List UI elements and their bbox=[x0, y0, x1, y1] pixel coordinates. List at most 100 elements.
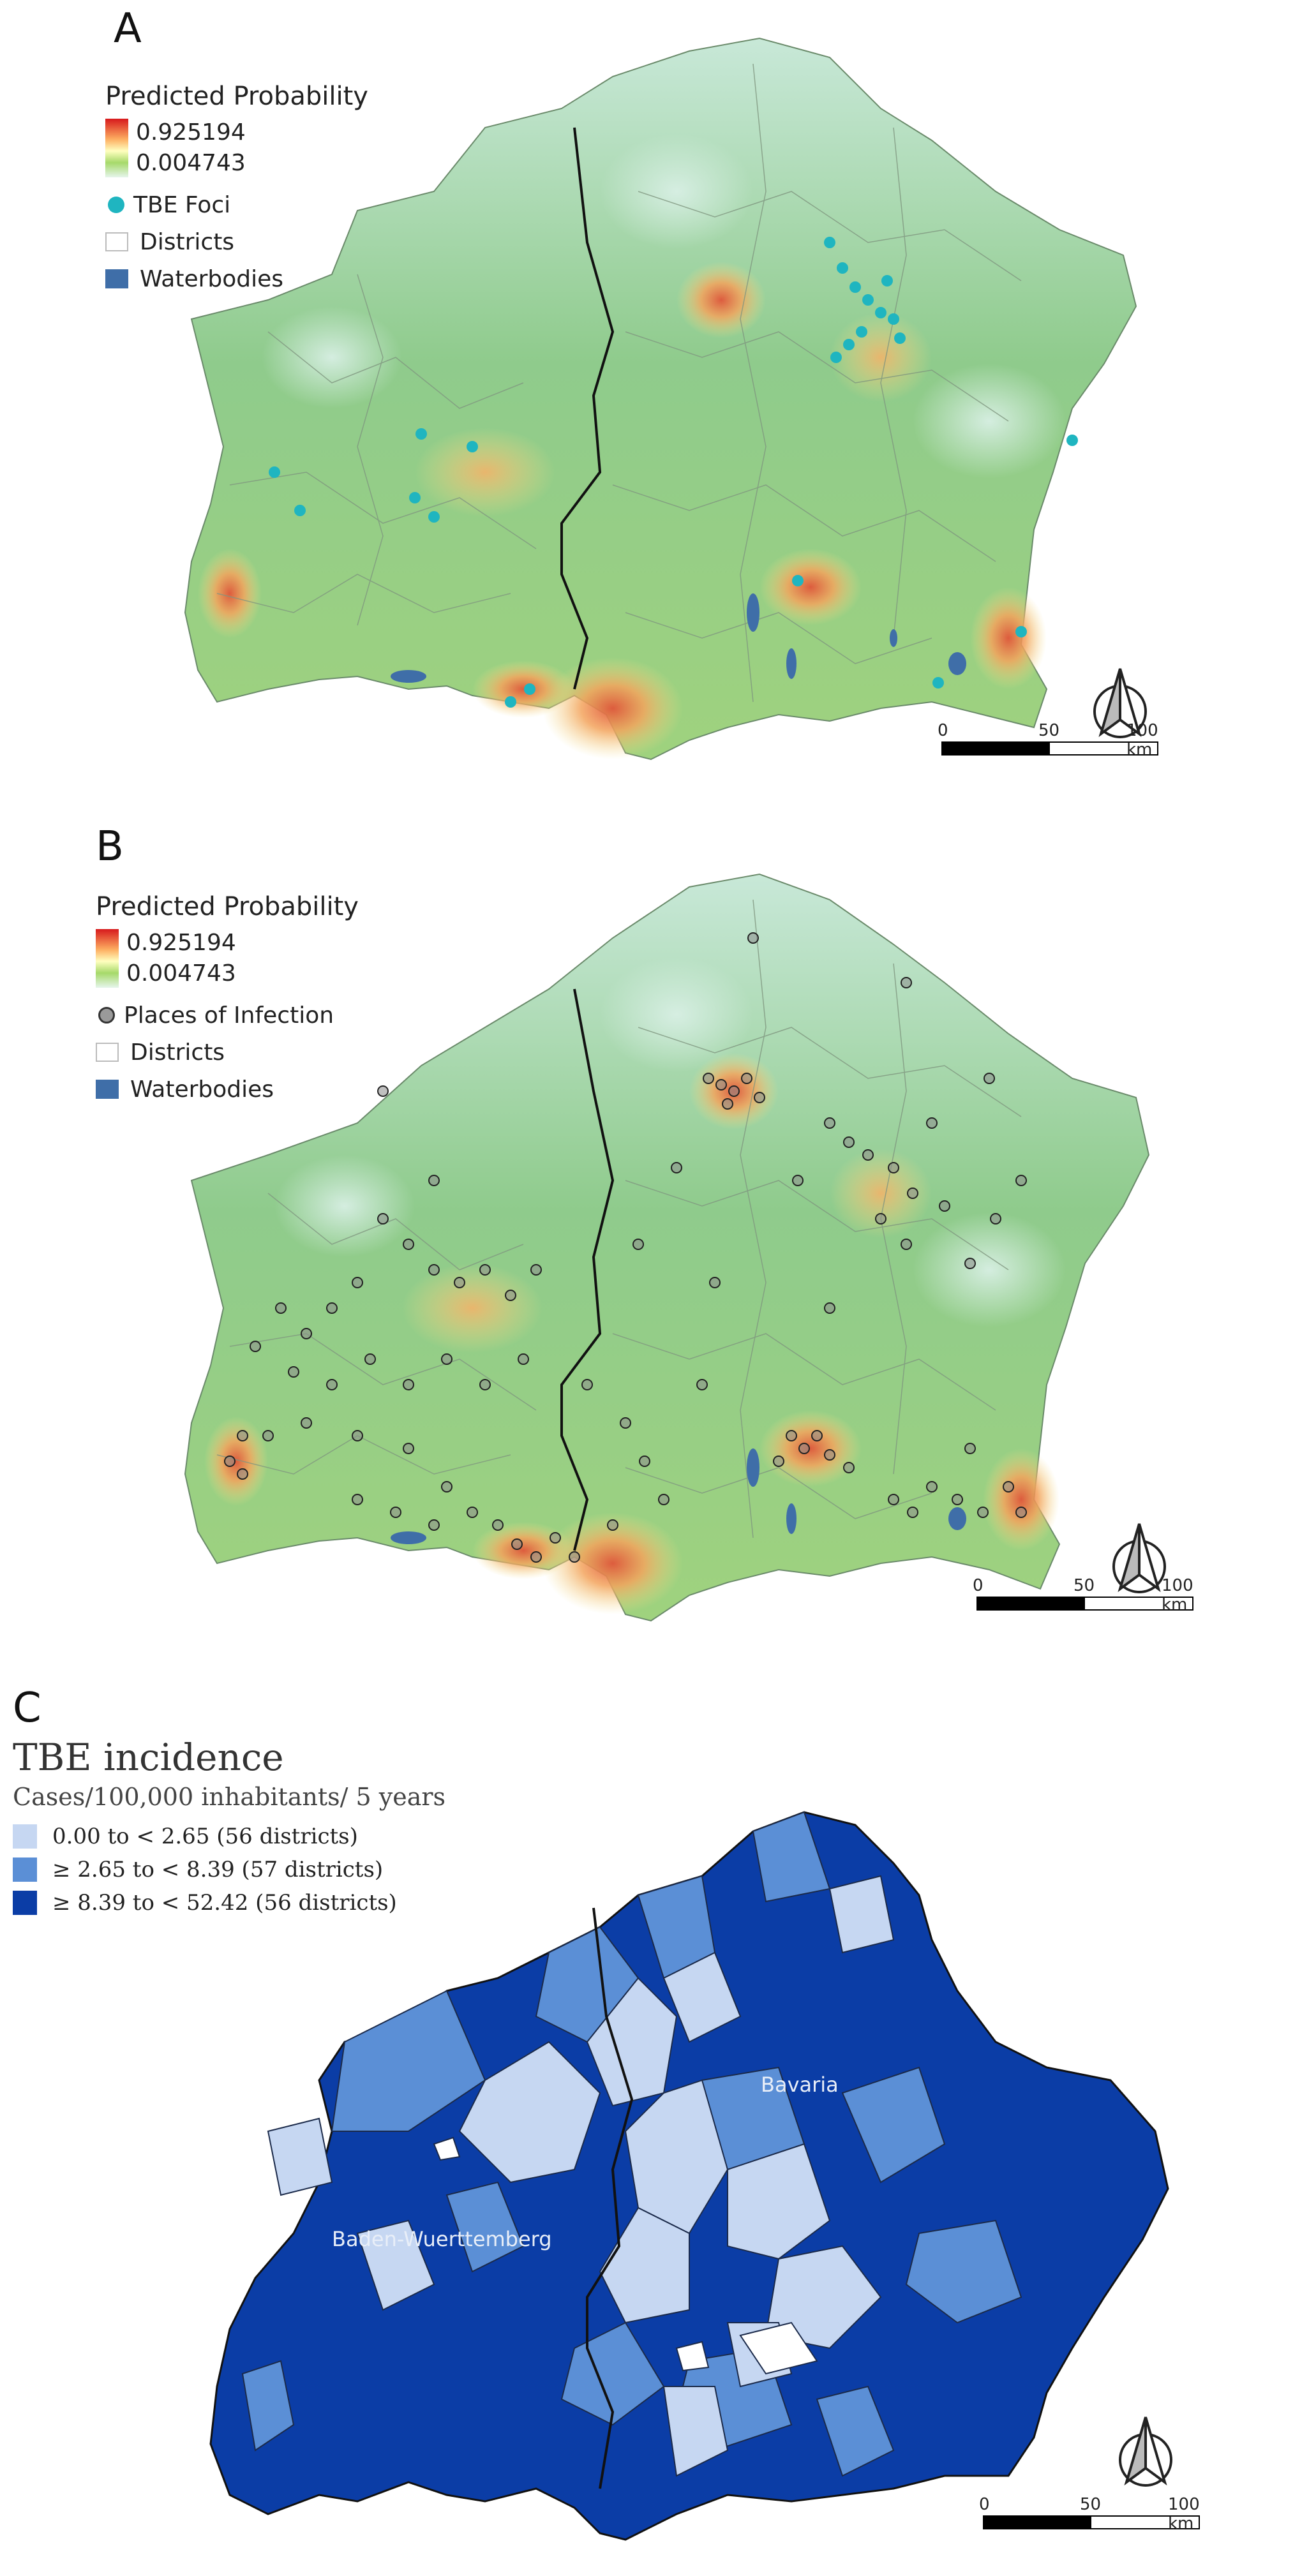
infection-place bbox=[441, 1481, 453, 1493]
infection-place bbox=[901, 1239, 912, 1250]
infection-place bbox=[1003, 1481, 1014, 1493]
infection-place bbox=[728, 1085, 740, 1097]
infection-place bbox=[926, 1481, 938, 1493]
legend-item-label: TBE Foci bbox=[133, 191, 231, 218]
infection-place bbox=[428, 1264, 440, 1276]
legend-item-districts: Districts bbox=[105, 223, 368, 260]
scale-label-0: 0 bbox=[979, 2495, 990, 2514]
scale-label-100: 100 km bbox=[1162, 1576, 1193, 1614]
legend-item-label: Waterbodies bbox=[130, 1076, 274, 1103]
legend-title: Predicted Probability bbox=[96, 892, 359, 921]
tbe-foci bbox=[269, 237, 1078, 708]
infection-place bbox=[964, 1258, 976, 1269]
tbe-focus bbox=[428, 511, 440, 523]
infection-place bbox=[492, 1519, 504, 1531]
infection-place bbox=[352, 1277, 363, 1288]
infection-place bbox=[364, 1353, 376, 1365]
tbe-focus bbox=[505, 696, 516, 708]
panel-letter: A bbox=[114, 5, 142, 52]
legend-subtitle: Cases/100,000 inhabitants/ 5 years bbox=[13, 1783, 446, 1811]
ramp-max-label: 0.925194 bbox=[136, 119, 246, 145]
infection-place bbox=[1015, 1507, 1027, 1518]
infection-place bbox=[390, 1507, 401, 1518]
legend-class-high: ≥ 8.39 to < 52.42 (56 districts) bbox=[13, 1886, 472, 1919]
tbe-focus bbox=[888, 313, 899, 325]
infection-place bbox=[952, 1494, 963, 1505]
tbe-focus bbox=[837, 262, 848, 274]
infection-place bbox=[984, 1073, 995, 1084]
legend-item-label: Waterbodies bbox=[140, 265, 284, 292]
tbe-focus bbox=[467, 441, 478, 452]
infection-place bbox=[798, 1443, 810, 1454]
infection-place bbox=[454, 1277, 465, 1288]
infection-place bbox=[352, 1430, 363, 1441]
infection-place bbox=[237, 1430, 248, 1441]
legend-a: Predicted Probability 0.925194 0.004743 … bbox=[105, 82, 368, 297]
tbe-focus bbox=[294, 505, 306, 516]
scale-label-50: 50 bbox=[1080, 2495, 1102, 2514]
infection-place bbox=[703, 1073, 714, 1084]
infection-place bbox=[741, 1073, 752, 1084]
legend-title: TBE incidence bbox=[13, 1736, 284, 1779]
infection-place bbox=[505, 1290, 516, 1301]
north-arrow-icon bbox=[1112, 1523, 1166, 1593]
tbe-focus bbox=[843, 339, 855, 350]
class-label: ≥ 2.65 to < 8.39 (57 districts) bbox=[52, 1857, 384, 1882]
map-c: Bavaria Baden-Wuerttemberg bbox=[209, 1811, 1169, 2541]
ramp-max-label: 0.925194 bbox=[126, 930, 236, 956]
infection-place bbox=[671, 1162, 682, 1173]
north-arrow-icon bbox=[1119, 2416, 1172, 2487]
tbe-focus bbox=[409, 492, 421, 503]
class-swatch-icon bbox=[13, 1824, 37, 1849]
infection-place bbox=[288, 1366, 299, 1378]
infection-place bbox=[479, 1264, 491, 1276]
infection-place bbox=[658, 1494, 669, 1505]
infection-place bbox=[607, 1519, 618, 1531]
legend-item-places-of-infection: Places of Infection bbox=[96, 997, 359, 1034]
infection-place bbox=[696, 1379, 708, 1390]
scale-label-100: 100 km bbox=[1126, 721, 1158, 759]
infection-place bbox=[875, 1213, 886, 1225]
class-label: 0.00 to < 2.65 (56 districts) bbox=[52, 1824, 358, 1849]
legend-b: Predicted Probability 0.925194 0.004743 … bbox=[96, 892, 359, 1108]
scale-bar: 0 50 100 km bbox=[973, 1576, 1193, 1621]
tbe-focus bbox=[849, 281, 861, 293]
legend-item-label: Districts bbox=[130, 1039, 225, 1066]
infection-place bbox=[715, 1079, 727, 1091]
legend-item-tbe-foci: TBE Foci bbox=[105, 186, 368, 223]
tbe-focus bbox=[792, 575, 804, 586]
map-label-baden-wuerttemberg: Baden-Wuerttemberg bbox=[332, 2227, 552, 2251]
class-swatch-icon bbox=[13, 1891, 37, 1915]
ramp-min-label: 0.004743 bbox=[126, 960, 236, 986]
infection-place bbox=[250, 1341, 261, 1352]
infection-place bbox=[224, 1456, 236, 1467]
panel-letter: C bbox=[13, 1685, 41, 1732]
infection-place bbox=[530, 1264, 542, 1276]
tbe-focus bbox=[862, 294, 874, 306]
tbe-focus bbox=[875, 307, 886, 318]
probability-color-ramp bbox=[105, 119, 128, 177]
tbe-focus bbox=[830, 352, 842, 363]
infection-place bbox=[326, 1379, 338, 1390]
tbe-focus bbox=[269, 466, 280, 478]
legend-classes: 0.00 to < 2.65 (56 districts) ≥ 2.65 to … bbox=[13, 1820, 472, 1919]
infection-place bbox=[843, 1462, 855, 1473]
infection-place bbox=[811, 1430, 823, 1441]
legend-class-medium: ≥ 2.65 to < 8.39 (57 districts) bbox=[13, 1853, 472, 1886]
infection-place bbox=[550, 1532, 561, 1544]
probability-color-ramp bbox=[96, 929, 119, 988]
tbe-focus bbox=[415, 428, 427, 440]
infection-place bbox=[754, 1092, 765, 1103]
infection-place bbox=[301, 1417, 312, 1429]
legend-item-districts: Districts bbox=[96, 1034, 359, 1071]
legend-class-low: 0.00 to < 2.65 (56 districts) bbox=[13, 1820, 472, 1853]
infection-place bbox=[888, 1494, 899, 1505]
infection-place bbox=[862, 1149, 874, 1161]
class-label: ≥ 8.39 to < 52.42 (56 districts) bbox=[52, 1890, 397, 1916]
north-arrow-icon bbox=[1093, 668, 1147, 738]
tbe-focus bbox=[1066, 435, 1078, 446]
legend-item-label: Places of Infection bbox=[124, 1002, 334, 1029]
tbe-focus bbox=[881, 275, 893, 287]
tbe-focus bbox=[524, 683, 535, 695]
infection-place bbox=[301, 1328, 312, 1339]
